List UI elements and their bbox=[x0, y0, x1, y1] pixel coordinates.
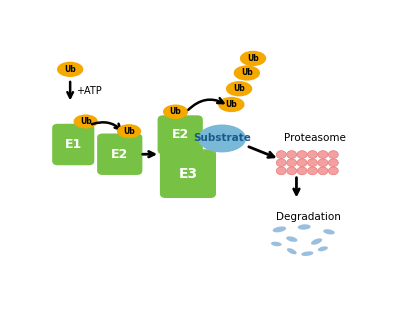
Text: +ATP: +ATP bbox=[76, 86, 102, 96]
Text: Ub: Ub bbox=[170, 107, 182, 116]
Circle shape bbox=[287, 151, 297, 158]
Text: Ub: Ub bbox=[226, 100, 237, 109]
Circle shape bbox=[276, 167, 286, 175]
FancyBboxPatch shape bbox=[52, 124, 94, 165]
Circle shape bbox=[318, 159, 328, 167]
Ellipse shape bbox=[218, 97, 244, 112]
Circle shape bbox=[297, 159, 307, 167]
FancyBboxPatch shape bbox=[97, 134, 142, 175]
Circle shape bbox=[287, 167, 297, 175]
Circle shape bbox=[308, 159, 318, 167]
Ellipse shape bbox=[74, 114, 98, 129]
Ellipse shape bbox=[57, 62, 83, 77]
Ellipse shape bbox=[163, 105, 188, 119]
Circle shape bbox=[308, 167, 318, 175]
Ellipse shape bbox=[301, 251, 314, 256]
Ellipse shape bbox=[318, 246, 328, 251]
Ellipse shape bbox=[234, 65, 260, 81]
Text: E2: E2 bbox=[172, 128, 189, 141]
Text: Proteasome: Proteasome bbox=[284, 133, 346, 143]
Text: Ub: Ub bbox=[64, 65, 76, 74]
Ellipse shape bbox=[226, 81, 252, 96]
Circle shape bbox=[297, 151, 307, 158]
Circle shape bbox=[318, 167, 328, 175]
Circle shape bbox=[308, 151, 318, 158]
Ellipse shape bbox=[311, 238, 322, 245]
Circle shape bbox=[328, 159, 338, 167]
Text: Ub: Ub bbox=[80, 117, 92, 126]
Ellipse shape bbox=[240, 51, 266, 66]
Text: Ub: Ub bbox=[241, 68, 253, 77]
Text: E2: E2 bbox=[111, 148, 128, 161]
Ellipse shape bbox=[323, 229, 335, 234]
Text: Degradation: Degradation bbox=[276, 212, 341, 222]
Circle shape bbox=[297, 167, 307, 175]
Text: Ub: Ub bbox=[247, 54, 259, 63]
Ellipse shape bbox=[298, 224, 311, 230]
Text: Ub: Ub bbox=[233, 84, 245, 93]
Circle shape bbox=[318, 151, 328, 158]
Ellipse shape bbox=[286, 236, 298, 242]
Ellipse shape bbox=[117, 124, 141, 138]
Ellipse shape bbox=[198, 124, 246, 152]
Text: Ub: Ub bbox=[123, 127, 135, 136]
Circle shape bbox=[276, 151, 286, 158]
Text: Substrate: Substrate bbox=[193, 134, 251, 143]
Text: E3: E3 bbox=[178, 167, 198, 180]
Circle shape bbox=[328, 167, 338, 175]
Ellipse shape bbox=[287, 248, 297, 254]
Ellipse shape bbox=[271, 242, 282, 246]
Circle shape bbox=[287, 159, 297, 167]
Circle shape bbox=[276, 159, 286, 167]
Circle shape bbox=[328, 151, 338, 158]
Text: E1: E1 bbox=[65, 138, 82, 151]
Ellipse shape bbox=[273, 226, 286, 232]
FancyBboxPatch shape bbox=[158, 115, 203, 154]
FancyBboxPatch shape bbox=[160, 149, 216, 198]
